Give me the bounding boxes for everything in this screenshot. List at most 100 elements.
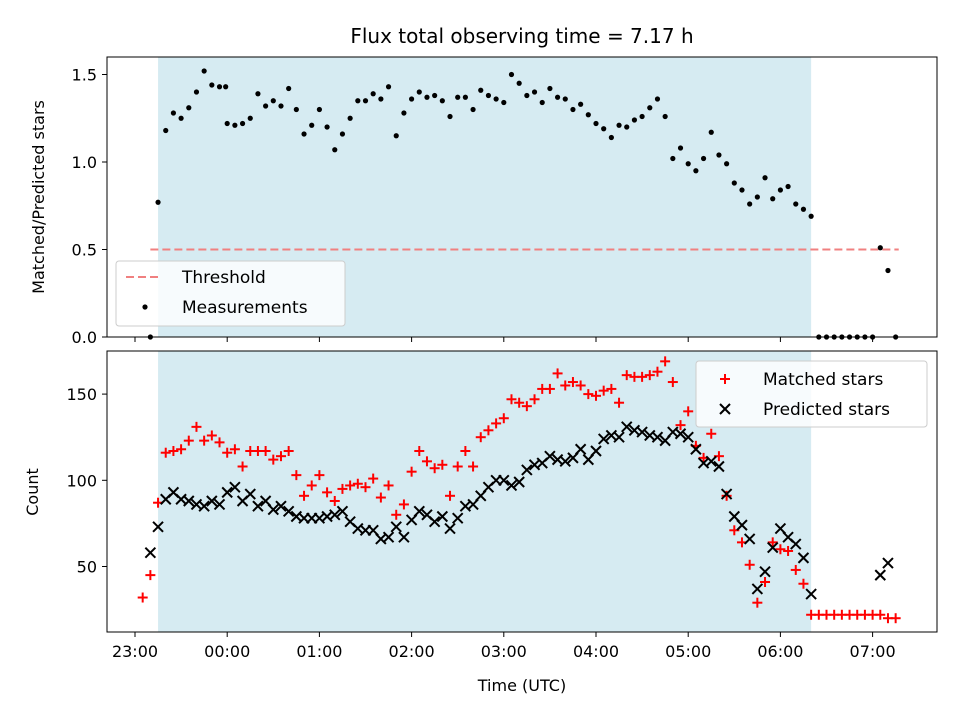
measurement-point [247,115,253,121]
bottom-y-axis: 50 100 150 [66,385,107,576]
matched-star-point [560,380,571,391]
measurement-point [677,145,684,151]
matched-star-point [783,545,794,556]
measurement-point [685,161,691,167]
matched-star-point [191,421,202,432]
predicted-star-point [790,538,802,550]
predicted-star-point [521,464,533,476]
measurement-point [432,92,438,99]
matched-star-point [291,470,302,481]
matched-star-point [229,444,240,455]
matched-star-point [137,592,148,603]
measurement-point [785,183,791,190]
measurement-point [347,115,353,121]
measurement-point [700,155,707,162]
bottom-axes-frame [106,350,938,633]
bottom-panel: 50 100 150 23:00 00:00 01:00 02:00 03:00 04:00 0… [23,350,938,695]
predicted-star-point [690,443,702,455]
measurement-point [301,131,307,137]
measurement-points [147,68,899,340]
predicted-star-point [613,431,625,443]
measurement-point [508,71,515,78]
predicted-star-point [183,495,195,507]
matched-star-point [529,394,540,405]
measurement-point [800,206,807,212]
matched-star-point [875,609,886,620]
predicted-star-point [705,455,717,468]
measurement-point [332,147,338,153]
predicted-star-point [636,426,648,438]
measurement-point [401,110,407,116]
matched-star-point [744,559,755,570]
measurement-point [762,175,768,181]
bottom-legend-box [695,360,928,428]
measurement-point [593,120,599,127]
matched-star-point [468,461,479,472]
measurement-point [362,98,369,104]
measurement-point [562,96,568,102]
measurement-point [747,201,753,207]
matched-star-point [283,445,294,456]
measurement-point [777,187,784,193]
measurement-point [808,213,814,219]
matched-star-point [767,537,778,548]
y-tick-label: 1.5 [72,66,97,85]
matched-star-point [383,480,394,491]
measurement-point [693,168,699,174]
measurement-point [793,201,799,207]
predicted-star-point [743,533,756,545]
matched-star-point [583,389,594,400]
measurement-point [170,110,177,116]
predicted-star-point [267,503,280,516]
matched-star-point [644,370,655,381]
predicted-star-point [198,500,210,512]
matched-star-point [429,463,440,474]
matched-star-point [721,490,732,501]
measurement-point [639,113,645,120]
measurement-point [324,124,330,130]
x-tick-label: 03:00 [481,642,527,661]
predicted-star-point [413,505,425,518]
matched-star-point [337,483,348,494]
measurement-point [877,245,883,251]
top-y-label: Matched/Predicted stars [29,100,48,294]
legend-predicted-marker [719,403,731,415]
measurement-point [232,122,238,128]
measurement-point [393,133,399,139]
matched-star-point [398,499,409,510]
measurement-point [724,161,730,167]
matched-star-point [368,473,379,484]
predicted-star-point [275,500,287,512]
x-axis-label: Time (UTC) [477,676,566,695]
matched-star-point [798,578,809,589]
matched-star-point [621,370,632,381]
matched-star-point [206,430,217,441]
matched-star-point [637,371,648,382]
measurement-point [478,87,484,93]
matched-star-point [183,435,194,446]
predicted-star-point [651,431,664,443]
measurement-point [547,85,553,92]
measurement-point [739,187,745,193]
predicted-stars-points [144,421,894,600]
measurement-point [708,129,714,135]
measurement-point [524,92,530,99]
measurement-point [716,152,722,158]
measurement-point [155,199,161,205]
x-tick-label: 04:00 [573,642,619,661]
legend-threshold-label: Threshold [181,268,266,288]
predicted-star-point [206,495,218,507]
measurement-point [616,122,622,128]
measurement-point [178,115,184,121]
matched-star-point [460,445,471,456]
measurement-point [216,84,223,90]
measurement-point [263,103,269,109]
predicted-star-point [805,588,817,600]
y-tick-label: 50 [77,557,97,576]
measurement-point [493,96,499,102]
y-tick-label: 1.0 [72,153,97,172]
measurement-point [670,155,676,162]
x-tick-label: 00:00 [204,642,250,661]
measurement-point [462,94,468,100]
x-tick-label: 06:00 [757,642,803,661]
